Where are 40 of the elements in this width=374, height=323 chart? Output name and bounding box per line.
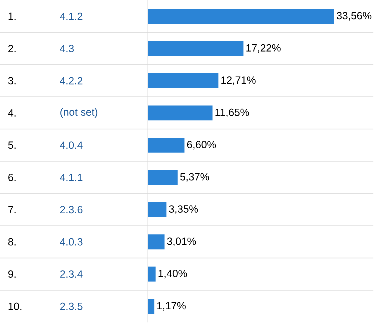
data-label: 12,71% (222, 76, 256, 86)
y-tick-label: 4.2.2 (60, 77, 83, 85)
bar (148, 41, 244, 56)
y-tick-label: 2.3.5 (60, 302, 83, 310)
bar (148, 73, 219, 88)
text: 1. (8, 12, 16, 20)
y-tick-label: 4.1.2 (60, 12, 83, 20)
data-label: 5,37% (180, 173, 210, 182)
bar (148, 234, 165, 250)
text: 5. (8, 142, 16, 150)
y-tick-label: 4.0.4 (60, 142, 83, 150)
data-label: 3,35% (169, 206, 198, 214)
data-label: 6,60% (187, 141, 216, 150)
y-tick-label: 2.3.4 (60, 270, 83, 278)
y-tick-label: 4.1.1 (60, 174, 83, 182)
bar (148, 170, 178, 186)
bar (148, 106, 213, 121)
bar (148, 202, 167, 218)
text: 2. (8, 45, 16, 52)
text: 9. (8, 270, 16, 278)
text: 3. (8, 77, 16, 85)
text: 8. (8, 238, 16, 246)
text: 7. (8, 206, 16, 214)
text: 10. (8, 302, 22, 310)
data-label: 33,56% (337, 12, 372, 21)
y-tick-label: 4.0.3 (60, 238, 83, 246)
data-label: 1,17% (158, 302, 186, 311)
data-label: 3,01% (167, 238, 196, 246)
y-tick-label: 4.3 (60, 45, 74, 52)
text: 6. (8, 174, 16, 182)
bar (148, 9, 334, 24)
y-tick-label: (not set) (60, 108, 98, 118)
bar (148, 299, 155, 314)
data-label: 11,65% (216, 108, 250, 118)
data-label: 1,40% (158, 270, 188, 279)
bar (148, 266, 156, 282)
data-label: 17,22% (246, 44, 281, 54)
bar (148, 138, 185, 153)
y-tick-label: 2.3.6 (60, 206, 83, 214)
text: 4. (8, 110, 16, 117)
